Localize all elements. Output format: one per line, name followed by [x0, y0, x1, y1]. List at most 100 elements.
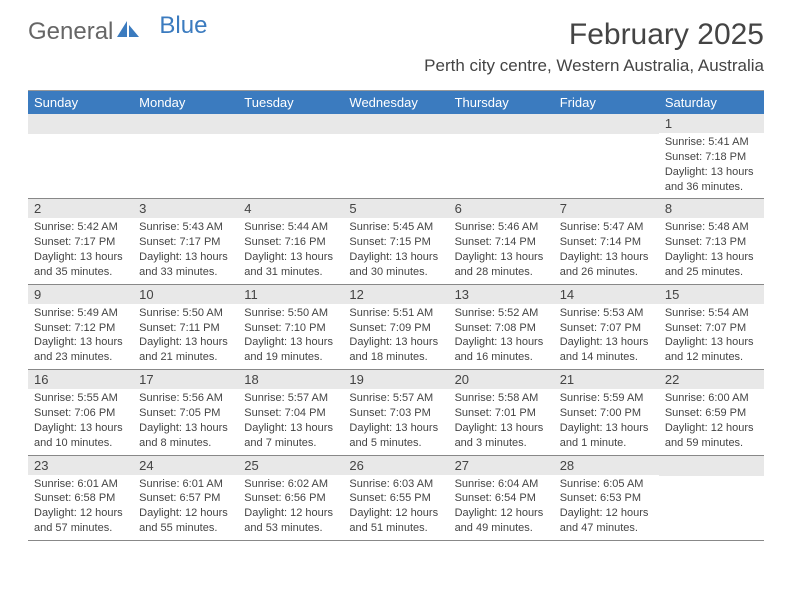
day-number: 14: [554, 285, 659, 304]
logo-text-blue: Blue: [159, 12, 207, 40]
day-number: [554, 114, 659, 134]
day-number: [449, 114, 554, 134]
dow-header-row: SundayMondayTuesdayWednesdayThursdayFrid…: [28, 91, 764, 114]
sunrise-text: Sunrise: 5:46 AM: [455, 220, 548, 235]
day-number: 25: [238, 456, 343, 475]
day-number: [343, 114, 448, 134]
daylight-text: Daylight: 13 hours and 28 minutes.: [455, 250, 548, 280]
day-content: Sunrise: 6:00 AMSunset: 6:59 PMDaylight:…: [659, 389, 764, 454]
calendar: SundayMondayTuesdayWednesdayThursdayFrid…: [28, 90, 764, 541]
day-content: Sunrise: 5:53 AMSunset: 7:07 PMDaylight:…: [554, 304, 659, 369]
day-number: 1: [659, 114, 764, 133]
day-cell: 7Sunrise: 5:47 AMSunset: 7:14 PMDaylight…: [554, 199, 659, 283]
day-content: Sunrise: 6:01 AMSunset: 6:57 PMDaylight:…: [133, 475, 238, 540]
day-content: Sunrise: 6:04 AMSunset: 6:54 PMDaylight:…: [449, 475, 554, 540]
sunrise-text: Sunrise: 5:51 AM: [349, 306, 442, 321]
daylight-text: Daylight: 12 hours and 55 minutes.: [139, 506, 232, 536]
day-content: [554, 134, 659, 154]
week-row: 2Sunrise: 5:42 AMSunset: 7:17 PMDaylight…: [28, 199, 764, 284]
day-cell-empty: [343, 114, 448, 198]
daylight-text: Daylight: 13 hours and 12 minutes.: [665, 335, 758, 365]
day-number: 2: [28, 199, 133, 218]
sunrise-text: Sunrise: 5:44 AM: [244, 220, 337, 235]
sunset-text: Sunset: 6:54 PM: [455, 491, 548, 506]
day-cell: 19Sunrise: 5:57 AMSunset: 7:03 PMDayligh…: [343, 370, 448, 454]
daylight-text: Daylight: 12 hours and 49 minutes.: [455, 506, 548, 536]
month-title: February 2025: [424, 18, 764, 52]
day-cell: 2Sunrise: 5:42 AMSunset: 7:17 PMDaylight…: [28, 199, 133, 283]
sunset-text: Sunset: 7:08 PM: [455, 321, 548, 336]
dow-tuesday: Tuesday: [238, 91, 343, 114]
day-number: [238, 114, 343, 134]
day-content: [343, 134, 448, 154]
day-content: Sunrise: 5:42 AMSunset: 7:17 PMDaylight:…: [28, 218, 133, 283]
daylight-text: Daylight: 12 hours and 57 minutes.: [34, 506, 127, 536]
day-cell: 1Sunrise: 5:41 AMSunset: 7:18 PMDaylight…: [659, 114, 764, 198]
sunset-text: Sunset: 7:14 PM: [560, 235, 653, 250]
day-content: Sunrise: 5:50 AMSunset: 7:10 PMDaylight:…: [238, 304, 343, 369]
day-content: Sunrise: 6:03 AMSunset: 6:55 PMDaylight:…: [343, 475, 448, 540]
sunset-text: Sunset: 7:07 PM: [665, 321, 758, 336]
day-number: 20: [449, 370, 554, 389]
day-cell-empty: [659, 456, 764, 540]
sunrise-text: Sunrise: 6:03 AM: [349, 477, 442, 492]
sunrise-text: Sunrise: 6:01 AM: [34, 477, 127, 492]
sunrise-text: Sunrise: 6:05 AM: [560, 477, 653, 492]
logo-sail-icon: [115, 18, 141, 46]
day-content: Sunrise: 5:59 AMSunset: 7:00 PMDaylight:…: [554, 389, 659, 454]
sunset-text: Sunset: 7:16 PM: [244, 235, 337, 250]
day-cell: 6Sunrise: 5:46 AMSunset: 7:14 PMDaylight…: [449, 199, 554, 283]
dow-thursday: Thursday: [449, 91, 554, 114]
day-number: 24: [133, 456, 238, 475]
day-number: 5: [343, 199, 448, 218]
daylight-text: Daylight: 13 hours and 19 minutes.: [244, 335, 337, 365]
day-content: Sunrise: 5:57 AMSunset: 7:04 PMDaylight:…: [238, 389, 343, 454]
sunset-text: Sunset: 6:58 PM: [34, 491, 127, 506]
day-number: [659, 456, 764, 476]
day-cell: 5Sunrise: 5:45 AMSunset: 7:15 PMDaylight…: [343, 199, 448, 283]
daylight-text: Daylight: 13 hours and 10 minutes.: [34, 421, 127, 451]
day-content: Sunrise: 5:56 AMSunset: 7:05 PMDaylight:…: [133, 389, 238, 454]
sunrise-text: Sunrise: 5:54 AM: [665, 306, 758, 321]
sunset-text: Sunset: 6:56 PM: [244, 491, 337, 506]
daylight-text: Daylight: 13 hours and 23 minutes.: [34, 335, 127, 365]
day-number: 22: [659, 370, 764, 389]
daylight-text: Daylight: 13 hours and 30 minutes.: [349, 250, 442, 280]
sunrise-text: Sunrise: 5:53 AM: [560, 306, 653, 321]
day-cell: 15Sunrise: 5:54 AMSunset: 7:07 PMDayligh…: [659, 285, 764, 369]
daylight-text: Daylight: 13 hours and 16 minutes.: [455, 335, 548, 365]
daylight-text: Daylight: 13 hours and 36 minutes.: [665, 165, 758, 195]
sunrise-text: Sunrise: 5:50 AM: [244, 306, 337, 321]
day-content: Sunrise: 5:57 AMSunset: 7:03 PMDaylight:…: [343, 389, 448, 454]
daylight-text: Daylight: 13 hours and 33 minutes.: [139, 250, 232, 280]
day-cell: 8Sunrise: 5:48 AMSunset: 7:13 PMDaylight…: [659, 199, 764, 283]
dow-wednesday: Wednesday: [343, 91, 448, 114]
daylight-text: Daylight: 13 hours and 21 minutes.: [139, 335, 232, 365]
daylight-text: Daylight: 12 hours and 59 minutes.: [665, 421, 758, 451]
location-subtitle: Perth city centre, Western Australia, Au…: [424, 56, 764, 76]
title-block: February 2025 Perth city centre, Western…: [424, 18, 764, 76]
sunrise-text: Sunrise: 5:56 AM: [139, 391, 232, 406]
day-cell: 9Sunrise: 5:49 AMSunset: 7:12 PMDaylight…: [28, 285, 133, 369]
day-cell: 12Sunrise: 5:51 AMSunset: 7:09 PMDayligh…: [343, 285, 448, 369]
day-content: Sunrise: 5:54 AMSunset: 7:07 PMDaylight:…: [659, 304, 764, 369]
daylight-text: Daylight: 13 hours and 26 minutes.: [560, 250, 653, 280]
dow-friday: Friday: [554, 91, 659, 114]
day-cell: 23Sunrise: 6:01 AMSunset: 6:58 PMDayligh…: [28, 456, 133, 540]
day-content: Sunrise: 5:50 AMSunset: 7:11 PMDaylight:…: [133, 304, 238, 369]
day-cell-empty: [238, 114, 343, 198]
sunset-text: Sunset: 7:13 PM: [665, 235, 758, 250]
day-content: [28, 134, 133, 154]
day-number: 11: [238, 285, 343, 304]
day-content: [133, 134, 238, 154]
day-content: Sunrise: 6:01 AMSunset: 6:58 PMDaylight:…: [28, 475, 133, 540]
day-number: 19: [343, 370, 448, 389]
daylight-text: Daylight: 13 hours and 31 minutes.: [244, 250, 337, 280]
day-cell: 24Sunrise: 6:01 AMSunset: 6:57 PMDayligh…: [133, 456, 238, 540]
day-content: [659, 476, 764, 496]
day-content: Sunrise: 5:47 AMSunset: 7:14 PMDaylight:…: [554, 218, 659, 283]
day-content: Sunrise: 5:49 AMSunset: 7:12 PMDaylight:…: [28, 304, 133, 369]
day-content: Sunrise: 5:55 AMSunset: 7:06 PMDaylight:…: [28, 389, 133, 454]
day-cell: 11Sunrise: 5:50 AMSunset: 7:10 PMDayligh…: [238, 285, 343, 369]
day-number: 10: [133, 285, 238, 304]
